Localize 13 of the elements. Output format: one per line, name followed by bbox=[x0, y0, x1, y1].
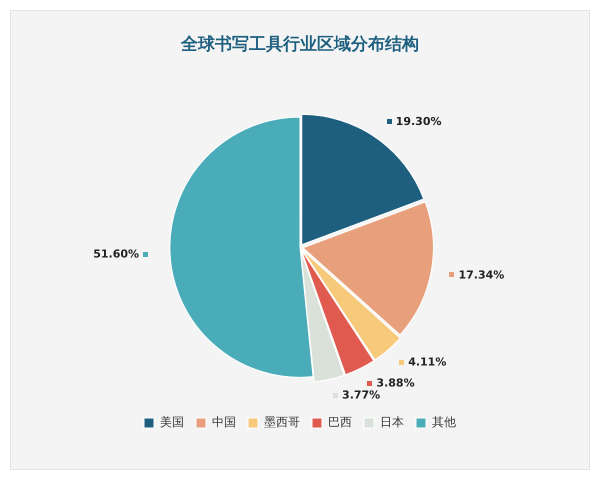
legend-label: 日本 bbox=[380, 415, 404, 430]
data-label: 3.77% bbox=[342, 388, 380, 402]
data-label: 19.30% bbox=[396, 115, 442, 128]
data-label: 3.88% bbox=[376, 376, 415, 390]
data-label: 51.60% bbox=[93, 248, 140, 261]
data-label: 4.11% bbox=[408, 355, 446, 368]
data-label: 17.34% bbox=[458, 268, 504, 282]
legend-label: 巴西 bbox=[328, 415, 352, 430]
legend-label: 其他 bbox=[432, 415, 456, 430]
legend-label: 美国 bbox=[160, 415, 184, 430]
chart-title: 全球书写工具行业区域分布结构 bbox=[180, 34, 419, 55]
legend-label: 墨西哥 bbox=[264, 415, 300, 430]
legend-label: 中国 bbox=[212, 415, 236, 430]
